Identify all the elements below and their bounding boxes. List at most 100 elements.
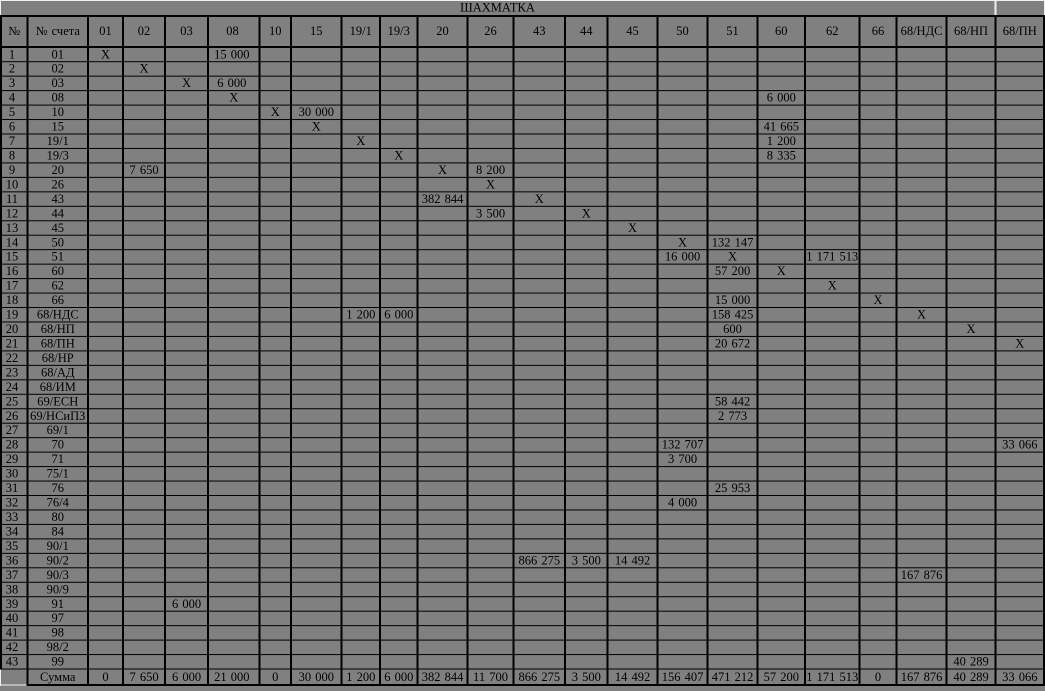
svg-text:50: 50	[676, 24, 689, 38]
svg-text:35: 35	[6, 539, 19, 553]
svg-text:68/НП: 68/НП	[41, 322, 75, 336]
svg-text:10: 10	[6, 177, 19, 191]
svg-text:30 000: 30 000	[299, 670, 334, 684]
svg-text:66: 66	[872, 24, 885, 38]
svg-text:866 275: 866 275	[518, 670, 560, 684]
svg-text:30: 30	[6, 467, 19, 481]
svg-text:02: 02	[52, 62, 65, 76]
svg-text:12: 12	[6, 206, 19, 220]
svg-text:158 425: 158 425	[712, 308, 754, 322]
svg-text:01: 01	[52, 47, 65, 61]
svg-text:76: 76	[52, 481, 65, 495]
svg-text:33 066: 33 066	[1002, 438, 1037, 452]
svg-text:X: X	[728, 250, 737, 264]
svg-text:X: X	[356, 134, 365, 148]
svg-text:57 200: 57 200	[764, 670, 799, 684]
svg-text:45: 45	[52, 221, 65, 235]
svg-text:№ счета: № счета	[36, 24, 81, 38]
svg-text:10: 10	[269, 24, 282, 38]
svg-text:Сумма: Сумма	[40, 670, 76, 684]
svg-text:15: 15	[52, 120, 65, 134]
svg-text:0: 0	[272, 670, 278, 684]
svg-text:91: 91	[52, 597, 65, 611]
svg-text:58 442: 58 442	[715, 394, 750, 408]
svg-text:21: 21	[6, 336, 19, 350]
svg-text:42: 42	[6, 640, 19, 654]
svg-text:19: 19	[6, 308, 19, 322]
svg-text:14 492: 14 492	[615, 553, 650, 567]
svg-text:1 200: 1 200	[346, 670, 375, 684]
svg-text:03: 03	[180, 24, 193, 38]
svg-text:01: 01	[99, 24, 112, 38]
svg-text:2 773: 2 773	[718, 409, 747, 423]
svg-text:X: X	[312, 120, 321, 134]
svg-text:6 000: 6 000	[172, 670, 201, 684]
svg-text:22: 22	[6, 351, 19, 365]
svg-text:26: 26	[52, 177, 65, 191]
svg-text:68/НДС: 68/НДС	[901, 24, 943, 38]
svg-text:19/3: 19/3	[388, 24, 410, 38]
svg-text:X: X	[582, 206, 591, 220]
svg-text:41 665: 41 665	[764, 120, 799, 134]
svg-text:15: 15	[6, 250, 19, 264]
svg-text:8: 8	[9, 148, 15, 162]
svg-text:15 000: 15 000	[715, 293, 750, 307]
svg-text:167 876: 167 876	[901, 568, 943, 582]
svg-text:1 200: 1 200	[346, 308, 375, 322]
svg-text:0: 0	[875, 670, 881, 684]
svg-text:20 672: 20 672	[715, 336, 750, 350]
svg-text:36: 36	[6, 553, 19, 567]
svg-text:6 000: 6 000	[384, 308, 413, 322]
svg-text:1 171 513: 1 171 513	[806, 670, 858, 684]
svg-text:45: 45	[626, 24, 639, 38]
svg-text:62: 62	[826, 24, 839, 38]
svg-text:69/ЕСН: 69/ЕСН	[37, 394, 78, 408]
svg-text:X: X	[628, 221, 637, 235]
svg-text:1: 1	[9, 47, 15, 61]
svg-text:7: 7	[9, 134, 15, 148]
svg-text:1 200: 1 200	[767, 134, 796, 148]
svg-text:40 289: 40 289	[953, 670, 988, 684]
svg-text:70: 70	[52, 438, 65, 452]
svg-text:156 407: 156 407	[662, 670, 704, 684]
svg-text:68/ПН: 68/ПН	[1003, 24, 1037, 38]
svg-text:19/1: 19/1	[350, 24, 372, 38]
svg-text:16 000: 16 000	[665, 250, 700, 264]
svg-text:20: 20	[52, 163, 65, 177]
svg-text:8 335: 8 335	[767, 148, 796, 162]
svg-text:41: 41	[6, 626, 19, 640]
svg-text:6: 6	[9, 120, 15, 134]
svg-text:15: 15	[310, 24, 323, 38]
svg-text:6 000: 6 000	[767, 91, 796, 105]
svg-text:866 275: 866 275	[518, 553, 560, 567]
svg-text:11: 11	[6, 192, 18, 206]
svg-text:40 289: 40 289	[953, 655, 988, 669]
svg-text:62: 62	[52, 279, 65, 293]
svg-text:75/1: 75/1	[47, 467, 69, 481]
svg-text:69/1: 69/1	[47, 423, 69, 437]
svg-text:X: X	[873, 293, 882, 307]
svg-text:71: 71	[52, 452, 65, 466]
svg-text:18: 18	[6, 293, 19, 307]
svg-text:43: 43	[6, 655, 19, 669]
svg-text:X: X	[229, 91, 238, 105]
svg-text:3: 3	[9, 76, 15, 90]
svg-text:66: 66	[52, 293, 65, 307]
svg-text:90/2: 90/2	[47, 553, 69, 567]
svg-text:26: 26	[484, 24, 497, 38]
svg-text:08: 08	[52, 91, 65, 105]
svg-text:X: X	[394, 148, 403, 162]
svg-text:98: 98	[52, 626, 65, 640]
svg-text:50: 50	[52, 235, 65, 249]
svg-text:20: 20	[6, 322, 19, 336]
svg-text:132 147: 132 147	[712, 235, 754, 249]
svg-text:X: X	[678, 235, 687, 249]
svg-text:25 953: 25 953	[715, 481, 750, 495]
svg-text:26: 26	[6, 409, 19, 423]
svg-text:X: X	[486, 177, 495, 191]
svg-text:43: 43	[52, 192, 65, 206]
svg-text:60: 60	[775, 24, 788, 38]
svg-text:32: 32	[6, 496, 19, 510]
svg-text:167 876: 167 876	[901, 670, 943, 684]
svg-text:43: 43	[533, 24, 546, 38]
